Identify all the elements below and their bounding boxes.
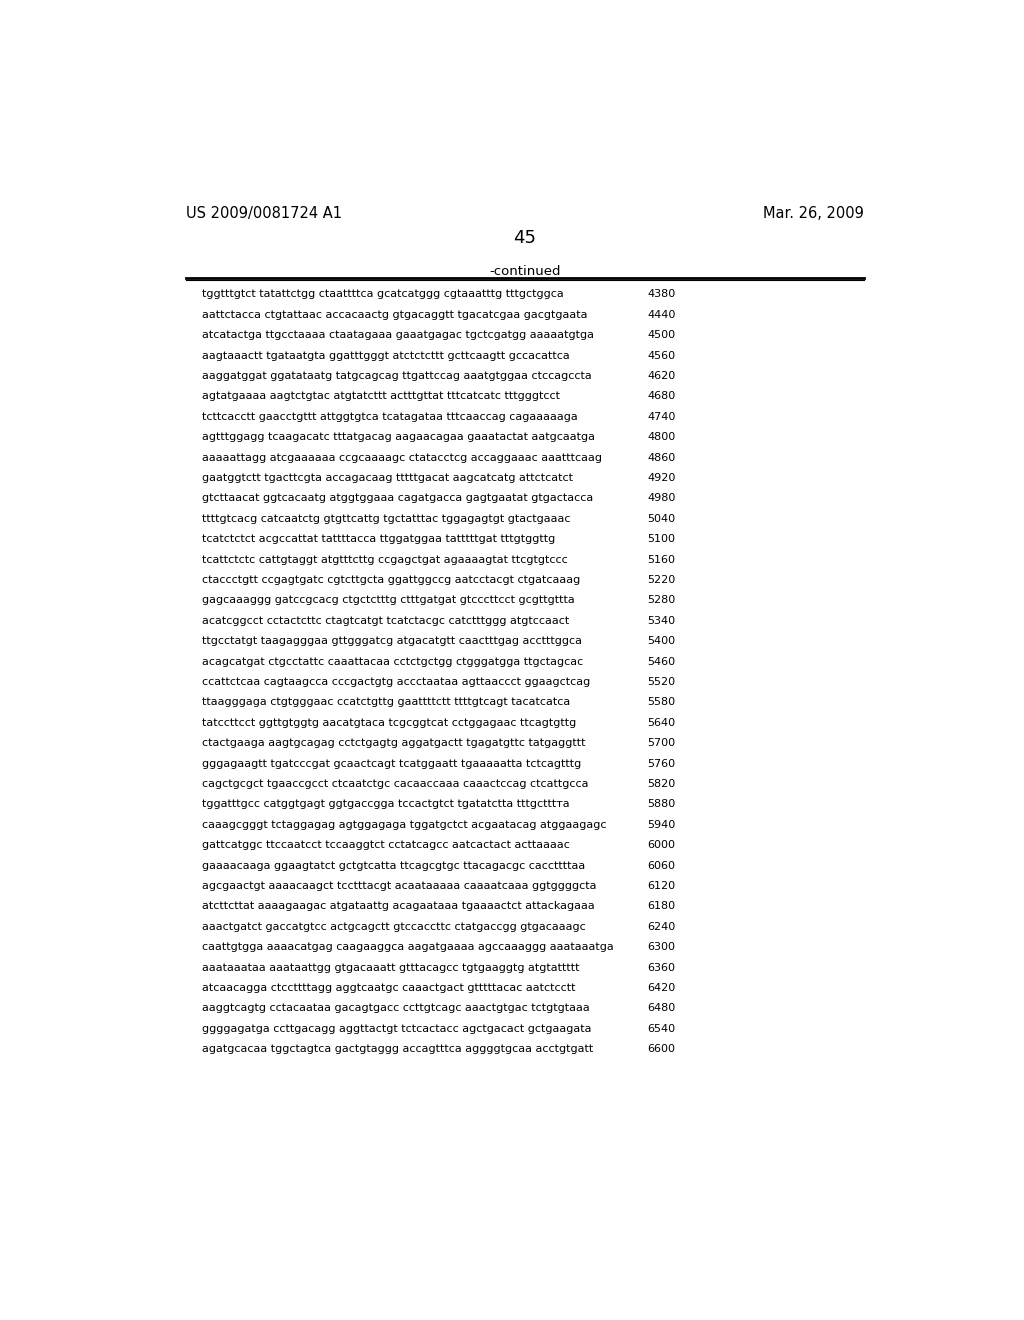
Text: ttttgtcacg catcaatctg gtgttcattg tgctatttac tggagagtgt gtactgaaac: ttttgtcacg catcaatctg gtgttcattg tgctatt…	[202, 513, 570, 524]
Text: tcttcacctt gaacctgttt attggtgtca tcatagataa tttcaaccag cagaaaaaga: tcttcacctt gaacctgttt attggtgtca tcataga…	[202, 412, 578, 421]
Text: aaactgatct gaccatgtcc actgcagctt gtccaccttc ctatgaccgg gtgacaaagc: aaactgatct gaccatgtcc actgcagctt gtccacc…	[202, 921, 586, 932]
Text: atcatactga ttgcctaaaa ctaatagaaa gaaatgagac tgctcgatgg aaaaatgtga: atcatactga ttgcctaaaa ctaatagaaa gaaatga…	[202, 330, 594, 341]
Text: 5220: 5220	[647, 576, 676, 585]
Text: 4620: 4620	[647, 371, 676, 381]
Text: 4380: 4380	[647, 289, 676, 300]
Text: aaaaattagg atcgaaaaaa ccgcaaaagc ctatacctcg accaggaaac aaatttcaag: aaaaattagg atcgaaaaaa ccgcaaaagc ctatacc…	[202, 453, 602, 462]
Text: aaataaataa aaataattgg gtgacaaatt gtttacagcc tgtgaaggtg atgtattttt: aaataaataa aaataattgg gtgacaaatt gtttaca…	[202, 962, 580, 973]
Text: tatccttcct ggttgtggtg aacatgtaca tcgcggtcat cctggagaac ttcagtgttg: tatccttcct ggttgtggtg aacatgtaca tcgcggt…	[202, 718, 575, 727]
Text: 6420: 6420	[647, 983, 676, 993]
Text: ccattctcaa cagtaagcca cccgactgtg accctaataa agttaaccct ggaagctcag: ccattctcaa cagtaagcca cccgactgtg accctaa…	[202, 677, 590, 686]
Text: 6000: 6000	[647, 841, 675, 850]
Text: aattctacca ctgtattaac accacaactg gtgacaggtt tgacatcgaa gacgtgaata: aattctacca ctgtattaac accacaactg gtgacag…	[202, 310, 587, 319]
Text: gaaaacaaga ggaagtatct gctgtcatta ttcagcgtgc ttacagacgc caccttttaa: gaaaacaaga ggaagtatct gctgtcatta ttcagcg…	[202, 861, 585, 871]
Text: 6360: 6360	[647, 962, 675, 973]
Text: 5940: 5940	[647, 820, 676, 830]
Text: ctaccctgtt ccgagtgatc cgtcttgcta ggattggccg aatcctacgt ctgatcaaag: ctaccctgtt ccgagtgatc cgtcttgcta ggattgg…	[202, 576, 580, 585]
Text: 45: 45	[513, 230, 537, 247]
Text: 4860: 4860	[647, 453, 676, 462]
Text: gattcatggc ttccaatcct tccaaggtct cctatcagcc aatcactact acttaaaac: gattcatggc ttccaatcct tccaaggtct cctatca…	[202, 841, 569, 850]
Text: 5280: 5280	[647, 595, 676, 606]
Text: 6540: 6540	[647, 1024, 676, 1034]
Text: 4500: 4500	[647, 330, 676, 341]
Text: acagcatgat ctgcctattc caaattacaa cctctgctgg ctgggatgga ttgctagcac: acagcatgat ctgcctattc caaattacaa cctctgc…	[202, 656, 583, 667]
Text: tcatctctct acgccattat tattttacca ttggatggaa tatttttgat tttgtggttg: tcatctctct acgccattat tattttacca ttggatg…	[202, 535, 555, 544]
Text: agtttggagg tcaagacatc tttatgacag aagaacagaa gaaatactat aatgcaatga: agtttggagg tcaagacatc tttatgacag aagaaca…	[202, 432, 595, 442]
Text: cagctgcgct tgaaccgcct ctcaatctgc cacaaccaaa caaactccag ctcattgcca: cagctgcgct tgaaccgcct ctcaatctgc cacaacc…	[202, 779, 588, 789]
Text: atcttcttat aaaagaagac atgataattg acagaataaa tgaaaactct attackagaaa: atcttcttat aaaagaagac atgataattg acagaat…	[202, 902, 594, 911]
Text: 5760: 5760	[647, 759, 676, 768]
Text: 6060: 6060	[647, 861, 675, 871]
Text: tcattctctc cattgtaggt atgtttcttg ccgagctgat agaaaagtat ttcgtgtccc: tcattctctc cattgtaggt atgtttcttg ccgagct…	[202, 554, 567, 565]
Text: 5160: 5160	[647, 554, 675, 565]
Text: 4440: 4440	[647, 310, 676, 319]
Text: 6480: 6480	[647, 1003, 676, 1014]
Text: 5880: 5880	[647, 800, 676, 809]
Text: 5520: 5520	[647, 677, 676, 686]
Text: atcaacagga ctccttttagg aggtcaatgc caaactgact gtttttacac aatctcctt: atcaacagga ctccttttagg aggtcaatgc caaact…	[202, 983, 575, 993]
Text: caaagcgggt tctaggagag agtggagaga tggatgctct acgaatacag atggaagagc: caaagcgggt tctaggagag agtggagaga tggatgc…	[202, 820, 606, 830]
Text: 6180: 6180	[647, 902, 676, 911]
Text: agatgcacaa tggctagtca gactgtaggg accagtttca aggggtgcaa acctgtgatt: agatgcacaa tggctagtca gactgtaggg accagtt…	[202, 1044, 593, 1055]
Text: acatcggcct cctactcttc ctagtcatgt tcatctacgc catctttggg atgtccaact: acatcggcct cctactcttc ctagtcatgt tcatcta…	[202, 615, 569, 626]
Text: 4680: 4680	[647, 391, 676, 401]
Text: 5400: 5400	[647, 636, 676, 647]
Text: 4740: 4740	[647, 412, 676, 421]
Text: agcgaactgt aaaacaagct tcctttacgt acaataaaaa caaaatcaaa ggtggggcta: agcgaactgt aaaacaagct tcctttacgt acaataa…	[202, 880, 596, 891]
Text: 5640: 5640	[647, 718, 676, 727]
Text: 6600: 6600	[647, 1044, 675, 1055]
Text: 5040: 5040	[647, 513, 676, 524]
Text: aaggatggat ggatataatg tatgcagcag ttgattccag aaatgtggaa ctccagccta: aaggatggat ggatataatg tatgcagcag ttgattc…	[202, 371, 592, 381]
Text: -continued: -continued	[489, 264, 560, 277]
Text: 6300: 6300	[647, 942, 675, 952]
Text: aaggtcagtg cctacaataa gacagtgacc ccttgtcagc aaactgtgac tctgtgtaaa: aaggtcagtg cctacaataa gacagtgacc ccttgtc…	[202, 1003, 590, 1014]
Text: 5460: 5460	[647, 656, 676, 667]
Text: 5580: 5580	[647, 697, 676, 708]
Text: US 2009/0081724 A1: US 2009/0081724 A1	[186, 206, 342, 222]
Text: aagtaaactt tgataatgta ggatttgggt atctctcttt gcttcaagtt gccacattca: aagtaaactt tgataatgta ggatttgggt atctctc…	[202, 351, 569, 360]
Text: caattgtgga aaaacatgag caagaaggca aagatgaaaa agccaaaggg aaataaatga: caattgtgga aaaacatgag caagaaggca aagatga…	[202, 942, 613, 952]
Text: ttaagggaga ctgtgggaac ccatctgttg gaattttctt ttttgtcagt tacatcatca: ttaagggaga ctgtgggaac ccatctgttg gaatttt…	[202, 697, 570, 708]
Text: 4980: 4980	[647, 494, 676, 503]
Text: 5340: 5340	[647, 615, 676, 626]
Text: ctactgaaga aagtgcagag cctctgagtg aggatgactt tgagatgttc tatgaggttt: ctactgaaga aagtgcagag cctctgagtg aggatga…	[202, 738, 585, 748]
Text: 6120: 6120	[647, 880, 676, 891]
Text: 5820: 5820	[647, 779, 676, 789]
Text: gggagaagtt tgatcccgat gcaactcagt tcatggaatt tgaaaaatta tctcagtttg: gggagaagtt tgatcccgat gcaactcagt tcatgga…	[202, 759, 581, 768]
Text: tggatttgcc catggtgagt ggtgaccgga tccactgtct tgatatctta tttgctttта: tggatttgcc catggtgagt ggtgaccgga tccactg…	[202, 800, 569, 809]
Text: 4560: 4560	[647, 351, 676, 360]
Text: 5100: 5100	[647, 535, 675, 544]
Text: ggggagatga ccttgacagg aggttactgt tctcactacc agctgacact gctgaagata: ggggagatga ccttgacagg aggttactgt tctcact…	[202, 1024, 591, 1034]
Text: 4800: 4800	[647, 432, 676, 442]
Text: 4920: 4920	[647, 473, 676, 483]
Text: gaatggtctt tgacttcgta accagacaag tttttgacat aagcatcatg attctcatct: gaatggtctt tgacttcgta accagacaag tttttga…	[202, 473, 572, 483]
Text: Mar. 26, 2009: Mar. 26, 2009	[763, 206, 864, 222]
Text: agtatgaaaa aagtctgtac atgtatcttt actttgttat tttcatcatc tttgggtcct: agtatgaaaa aagtctgtac atgtatcttt actttgt…	[202, 391, 560, 401]
Text: 6240: 6240	[647, 921, 676, 932]
Text: gagcaaaggg gatccgcacg ctgctctttg ctttgatgat gtcccttcct gcgttgttta: gagcaaaggg gatccgcacg ctgctctttg ctttgat…	[202, 595, 574, 606]
Text: gtcttaacat ggtcacaatg atggtggaaa cagatgacca gagtgaatat gtgactacca: gtcttaacat ggtcacaatg atggtggaaa cagatga…	[202, 494, 593, 503]
Text: ttgcctatgt taagagggaa gttgggatcg atgacatgtt caactttgag acctttggca: ttgcctatgt taagagggaa gttgggatcg atgacat…	[202, 636, 582, 647]
Text: 5700: 5700	[647, 738, 676, 748]
Text: tggtttgtct tatattctgg ctaattttca gcatcatggg cgtaaatttg tttgctggca: tggtttgtct tatattctgg ctaattttca gcatcat…	[202, 289, 563, 300]
